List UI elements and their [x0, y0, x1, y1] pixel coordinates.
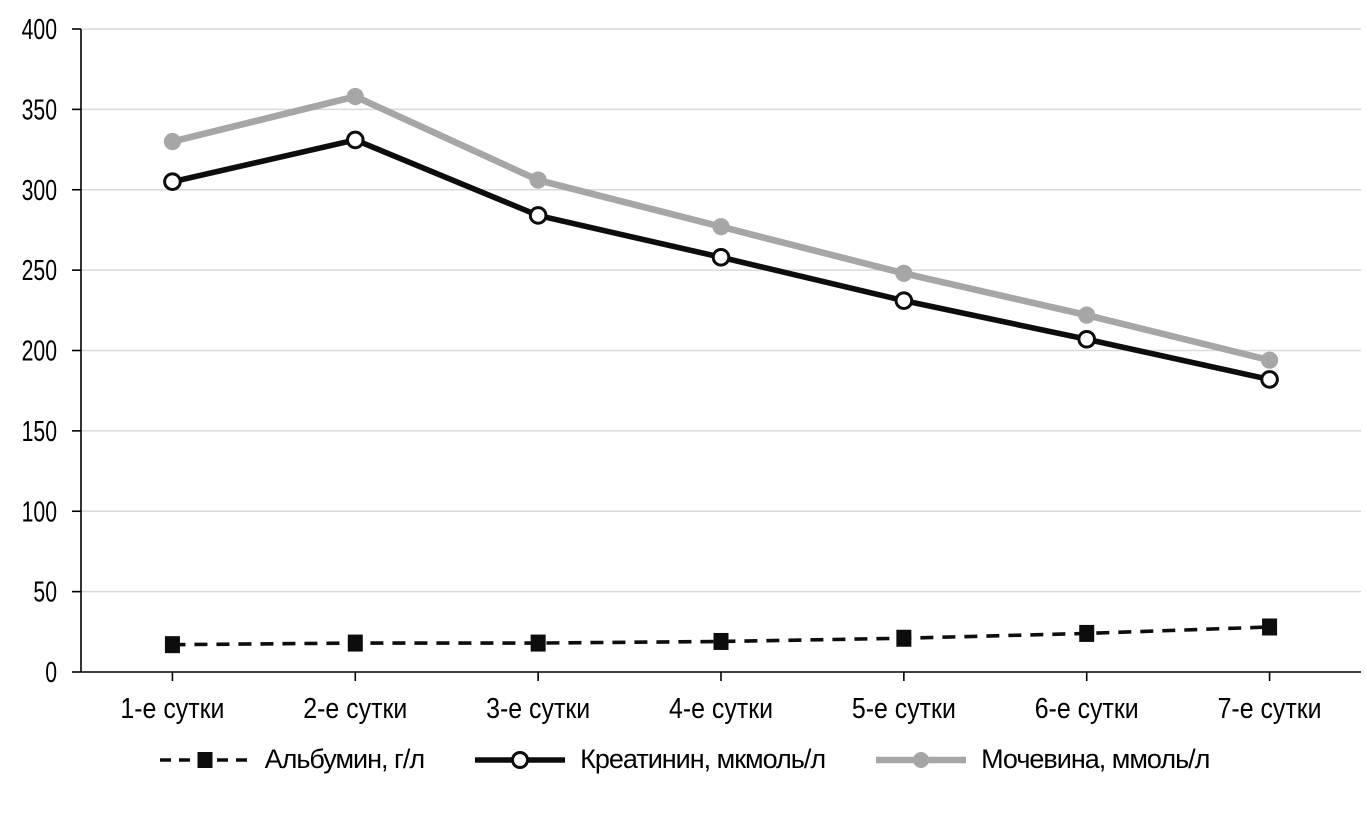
point-albumin-3 — [530, 634, 546, 652]
y-tick-label: 150 — [22, 416, 57, 448]
legend-label-creatinine: Креатинин, мкмоль/л — [580, 744, 826, 774]
legend-item-creatinine: Креатинин, мкмоль/л — [472, 744, 826, 775]
y-tick-label: 250 — [22, 255, 57, 287]
point-albumin-4 — [713, 632, 729, 650]
point-urea-2 — [346, 87, 364, 106]
point-creatinine-2 — [345, 130, 365, 150]
point-creatinine-7 — [1260, 370, 1279, 389]
point-creatinine-1 — [163, 172, 182, 192]
y-axis-labels: 0 50 100 150 200 250 300 350 400 — [22, 14, 57, 689]
chart-legend: Альбумин, г/л Креатинин, мкмоль/л Мочеви… — [0, 744, 1366, 775]
point-creatinine-3 — [528, 206, 548, 225]
y-tick-label: 400 — [22, 14, 57, 46]
x-tick-label: 5-е сутки — [852, 693, 956, 725]
legend-item-urea: Мочевина, ммоль/л — [873, 744, 1210, 775]
point-creatinine-4 — [711, 247, 731, 267]
y-tick-label: 350 — [22, 94, 57, 126]
point-albumin-6 — [1079, 624, 1095, 642]
legend-swatch-dashed-square-icon — [159, 751, 250, 768]
legend-swatch-solid-open-circle-icon — [475, 750, 566, 769]
y-tick-label: 200 — [22, 336, 57, 368]
point-urea-1 — [163, 132, 182, 151]
point-urea-4 — [712, 218, 730, 236]
series-creatinine — [163, 130, 1279, 389]
legend-label-urea: Мочевина, ммоль/л — [981, 744, 1210, 774]
x-axis-labels: 1-е сутки 2-е сутки 3-е сутки 4-е сутки 5-е … — [120, 693, 1321, 725]
x-tick-label: 4-е сутки — [669, 693, 773, 725]
legend-item-albumin: Альбумин, г/л — [157, 744, 425, 775]
legend-sample-marker — [197, 751, 213, 768]
series-albumin — [164, 618, 1278, 654]
point-urea-7 — [1260, 351, 1279, 369]
x-tick-label: 1-е сутки — [120, 693, 224, 725]
x-tick-label: 3-е сутки — [486, 693, 590, 725]
y-tick-label: 0 — [45, 657, 57, 689]
point-albumin-7 — [1262, 618, 1278, 636]
legend-sample-marker — [511, 750, 530, 769]
axes — [72, 28, 1361, 681]
legend-swatch-solid-filled-circle-icon — [876, 751, 967, 768]
y-tick-label: 100 — [22, 496, 57, 528]
point-albumin-5 — [896, 629, 912, 647]
point-urea-5 — [895, 264, 913, 282]
point-albumin-1 — [164, 636, 180, 654]
point-creatinine-5 — [894, 291, 914, 310]
x-tick-label: 2-е сутки — [303, 693, 407, 725]
y-tick-label: 50 — [33, 577, 57, 609]
legend-sample-marker — [913, 751, 930, 768]
point-urea-3 — [529, 171, 547, 189]
y-tick-label: 300 — [22, 175, 57, 207]
series-urea — [163, 87, 1279, 369]
x-tick-label: 6-е сутки — [1035, 693, 1139, 725]
x-tick-label: 7-е сутки — [1218, 693, 1322, 725]
point-albumin-2 — [347, 634, 363, 652]
point-urea-6 — [1078, 306, 1096, 324]
legend-label-albumin: Альбумин, г/л — [264, 744, 426, 774]
point-creatinine-6 — [1077, 329, 1097, 349]
